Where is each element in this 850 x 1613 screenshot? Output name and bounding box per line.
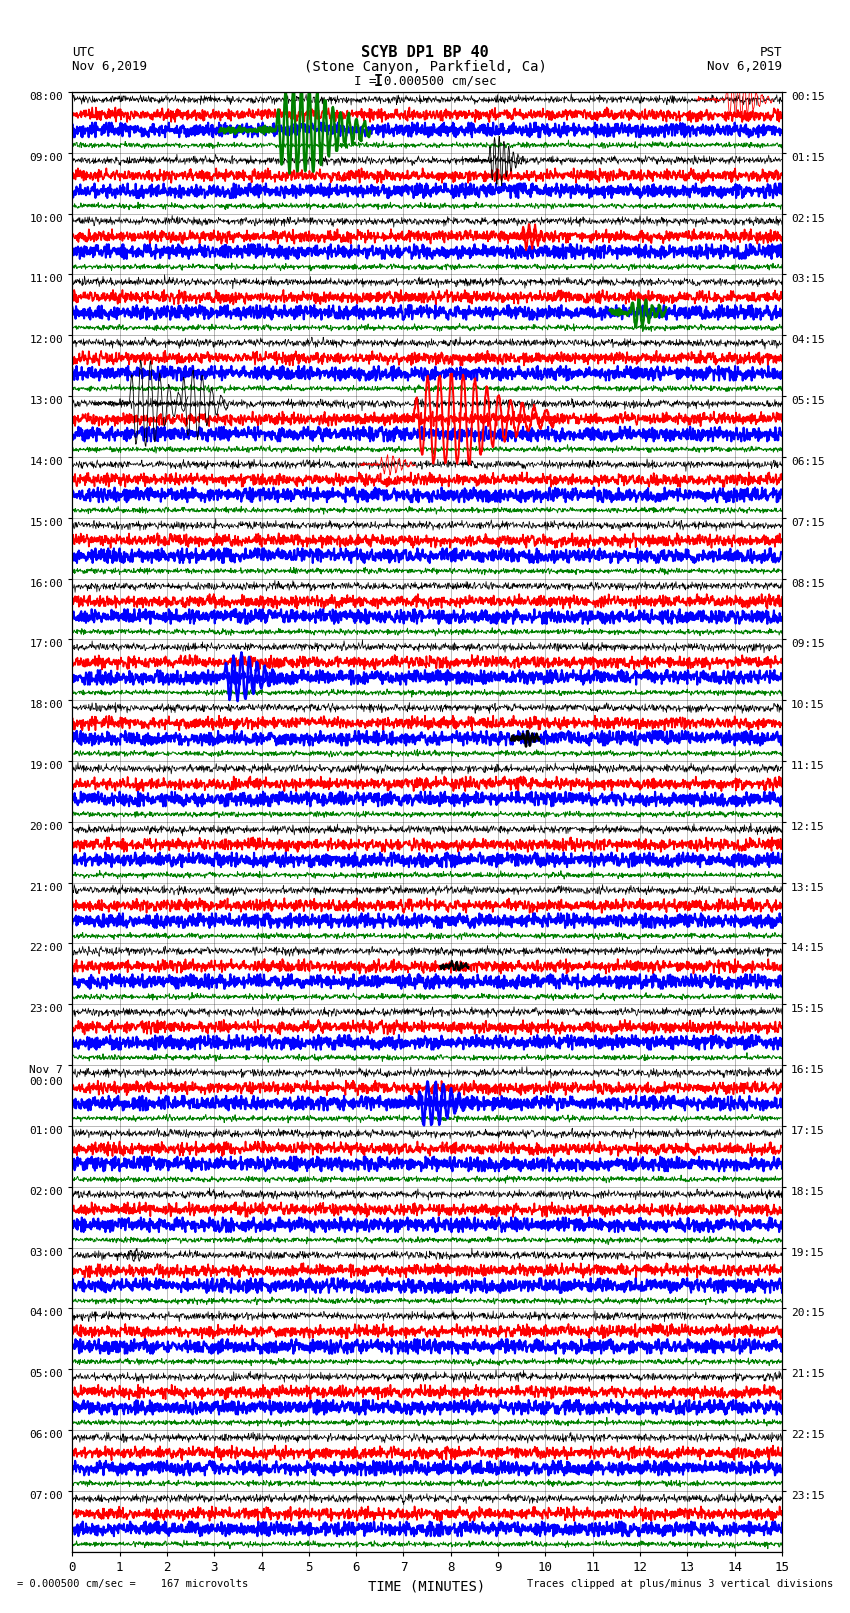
Text: Traces clipped at plus/minus 3 vertical divisions: Traces clipped at plus/minus 3 vertical … [527,1579,833,1589]
Text: I: I [374,74,382,89]
Text: (Stone Canyon, Parkfield, Ca): (Stone Canyon, Parkfield, Ca) [303,60,547,74]
X-axis label: TIME (MINUTES): TIME (MINUTES) [369,1579,485,1594]
Text: Nov 6,2019: Nov 6,2019 [72,60,147,74]
Text: UTC: UTC [72,45,94,60]
Text: Nov 6,2019: Nov 6,2019 [707,60,782,74]
Text: = 0.000500 cm/sec =    167 microvolts: = 0.000500 cm/sec = 167 microvolts [17,1579,248,1589]
Text: PST: PST [760,45,782,60]
Text: SCYB DP1 BP 40: SCYB DP1 BP 40 [361,45,489,60]
Text: I = 0.000500 cm/sec: I = 0.000500 cm/sec [354,74,496,89]
